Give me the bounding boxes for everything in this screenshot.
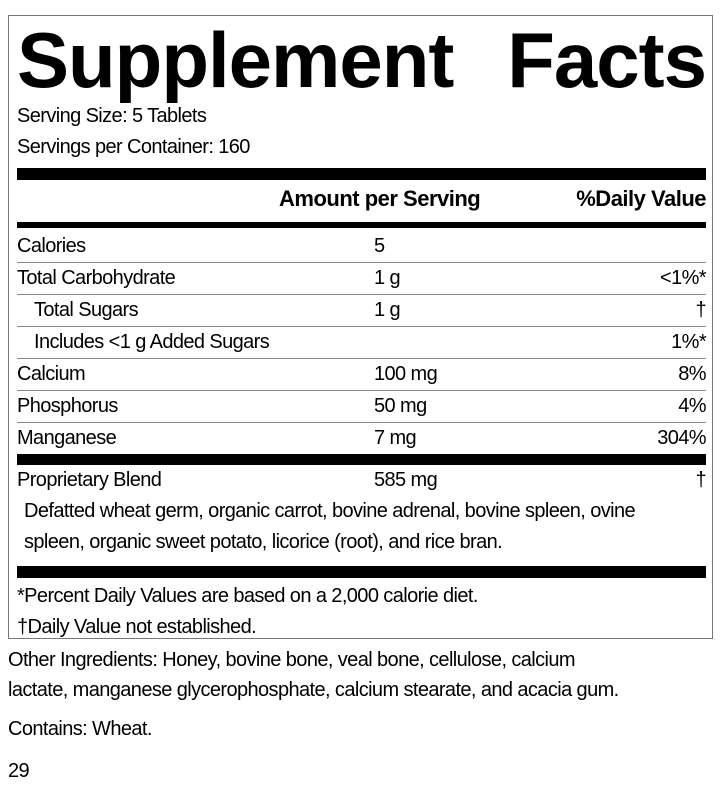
nutrient-amount: 5 (374, 235, 385, 257)
amount-header: Amount per Serving (279, 186, 481, 211)
blend-ingredients: spleen, organic sweet potato, licorice (… (24, 531, 503, 553)
page-number: 29 (8, 760, 30, 782)
nutrient-dv: 304% (657, 427, 706, 449)
nutrient-amount: 1 g (374, 299, 401, 321)
nutrient-amount: 585 mg (374, 469, 438, 491)
nutrient-dv: 8% (678, 363, 706, 385)
supplement-facts-panel: Supplement Facts Serving Size: 5 Tablets… (8, 15, 713, 639)
dv-header: %Daily Value (576, 186, 706, 211)
nutrient-row: Total Sugars 1 g † (17, 295, 707, 327)
nutrient-amount: 1 g (374, 267, 401, 289)
nutrient-name: Total Carbohydrate (17, 267, 176, 289)
nutrient-name: Proprietary Blend (17, 469, 162, 491)
serving-size: Serving Size: 5 Tablets (17, 105, 207, 127)
nutrient-row: Manganese 7 mg 304% (17, 423, 707, 454)
nutrient-dv: 4% (678, 395, 706, 417)
other-ingredients-line: Other Ingredients: Honey, bovine bone, v… (8, 649, 576, 671)
thick-divider (17, 566, 706, 578)
nutrient-name: Total Sugars (34, 299, 139, 321)
nutrient-row: Includes <1 g Added Sugars 1%* (17, 327, 707, 359)
nutrient-name: Phosphorus (17, 395, 118, 417)
nutrient-dv: <1%* (660, 267, 707, 289)
blend-ingredients: Defatted wheat germ, organic carrot, bov… (24, 500, 636, 522)
nutrient-row: Calcium 100 mg 8% (17, 359, 707, 391)
blend-row: Proprietary Blend 585 mg † (17, 465, 707, 496)
nutrient-amount: 7 mg (374, 427, 417, 449)
nutrient-row: Total Carbohydrate 1 g <1%* (17, 263, 707, 295)
title-word: Facts (507, 16, 707, 104)
allergen-statement: Contains: Wheat. (8, 718, 152, 740)
nutrient-name: Calcium (17, 363, 86, 385)
nutrient-dv: 1%* (671, 331, 706, 353)
nutrient-row: Calories 5 (17, 231, 706, 263)
thick-divider (17, 168, 706, 180)
medium-divider (17, 222, 706, 228)
nutrient-row: Phosphorus 50 mg 4% (17, 391, 707, 423)
nutrient-amount: 50 mg (374, 395, 427, 417)
nutrient-name: Includes <1 g Added Sugars (34, 331, 270, 353)
thick-divider (17, 454, 706, 465)
other-ingredients-line: lactate, manganese glycerophosphate, cal… (8, 679, 619, 701)
footnote: †Daily Value not established. (17, 616, 257, 638)
nutrient-name: Calories (17, 235, 86, 257)
footnote: *Percent Daily Values are based on a 2,0… (17, 585, 478, 607)
nutrient-dv: † (695, 469, 706, 491)
servings-per-container: Servings per Container: 160 (17, 136, 250, 158)
panel-title: Supplement Facts (17, 16, 707, 104)
column-header: Amount per Serving %Daily Value (17, 180, 706, 222)
other-ingredients: Other Ingredients: Honey, bovine bone, v… (8, 645, 619, 705)
nutrient-dv: † (695, 299, 706, 321)
title-word: Supplement (17, 16, 454, 104)
nutrient-amount: 100 mg (374, 363, 438, 385)
nutrient-name: Manganese (17, 427, 117, 449)
